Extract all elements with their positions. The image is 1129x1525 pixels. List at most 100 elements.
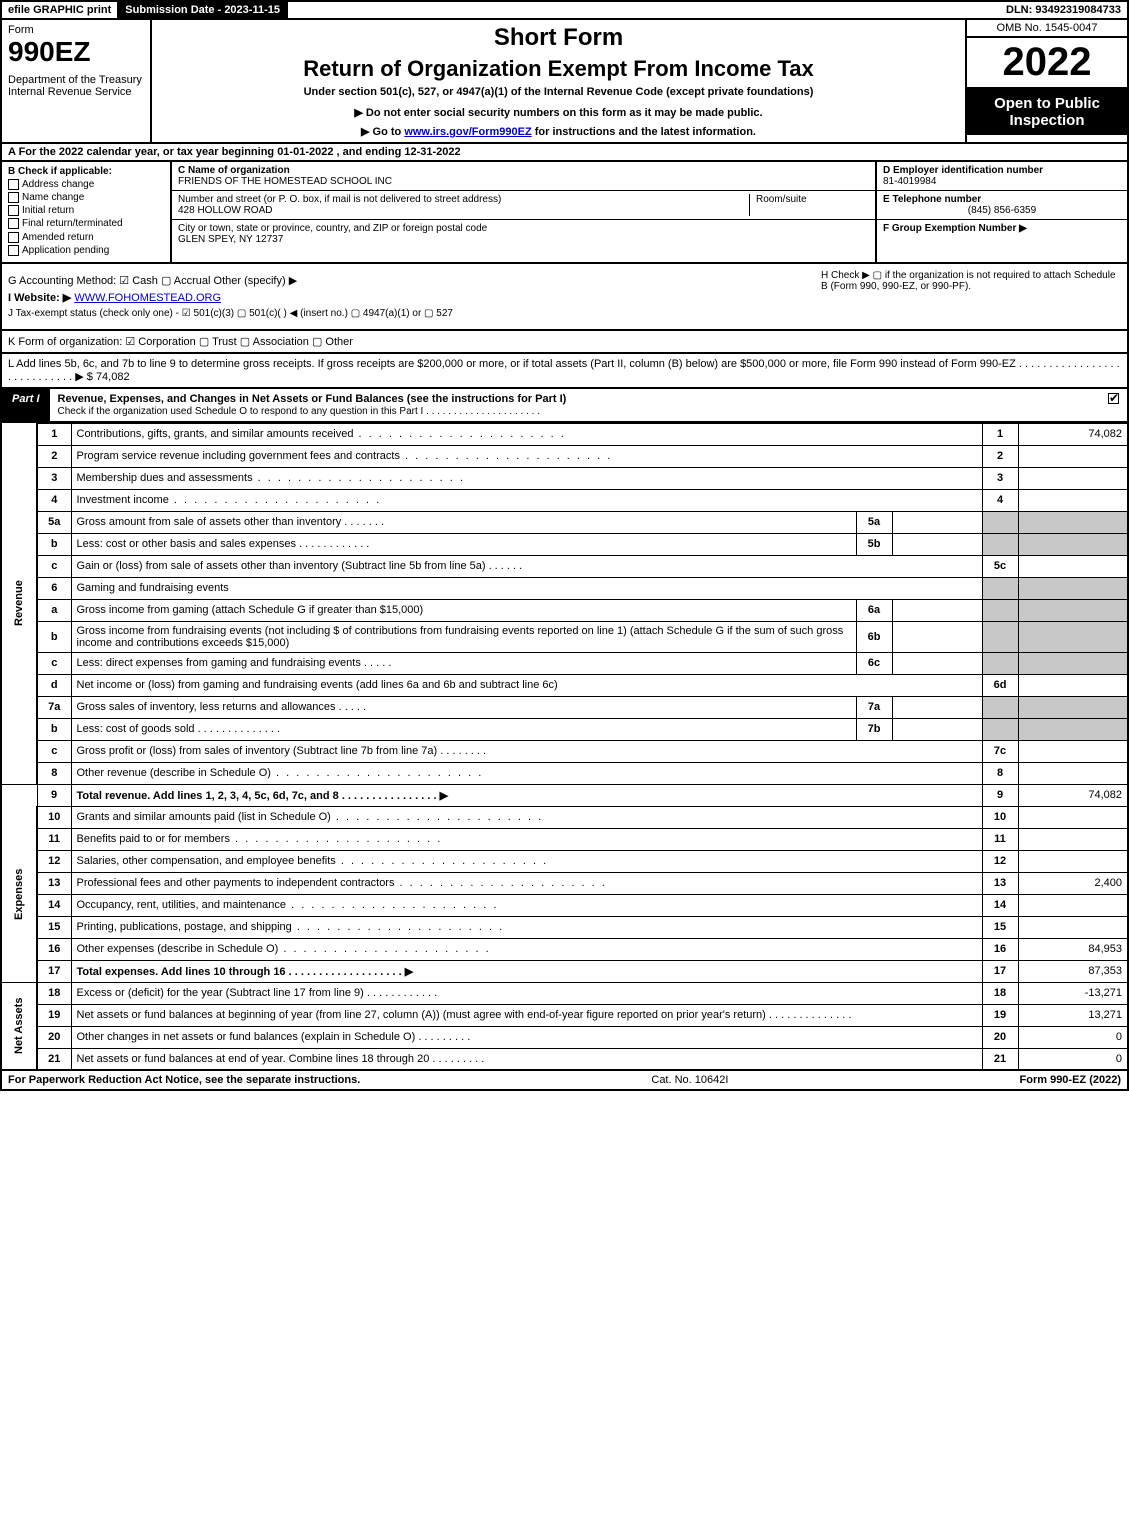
section-def: D Employer identification number 81-4019…	[877, 162, 1127, 262]
chk-name-change[interactable]: Name change	[8, 192, 164, 203]
line-19-value: 13,271	[1018, 1004, 1128, 1026]
form-title: Return of Organization Exempt From Incom…	[162, 56, 955, 82]
chk-address-change[interactable]: Address change	[8, 179, 164, 190]
line-6c-subnum: 6c	[856, 652, 892, 674]
website-link[interactable]: WWW.FOHOMESTEAD.ORG	[74, 292, 221, 304]
line-6b-colnum	[982, 621, 1018, 652]
line-4-colnum: 4	[982, 489, 1018, 511]
line-6d-num: d	[37, 674, 71, 696]
line-8-colnum: 8	[982, 762, 1018, 784]
street-label: Number and street (or P. O. box, if mail…	[178, 194, 749, 205]
line-18-num: 18	[37, 982, 71, 1004]
line-1-value: 74,082	[1018, 423, 1128, 445]
website-label: I Website: ▶	[8, 292, 71, 304]
line-6-colval	[1018, 577, 1128, 599]
efile-print-label: efile GRAPHIC print	[2, 2, 119, 18]
line-3-colnum: 3	[982, 467, 1018, 489]
line-5b-num: b	[37, 533, 71, 555]
line-13-value: 2,400	[1018, 872, 1128, 894]
line-7a-colnum	[982, 696, 1018, 718]
ein-label: D Employer identification number	[883, 165, 1043, 176]
line-5a-num: 5a	[37, 511, 71, 533]
line-1-desc: Contributions, gifts, grants, and simila…	[71, 423, 982, 445]
footer-right: Form 990-EZ (2022)	[1020, 1074, 1121, 1086]
line-7b-num: b	[37, 718, 71, 740]
line-5a-colval	[1018, 511, 1128, 533]
part-i-checkbox[interactable]	[1103, 389, 1127, 421]
chk-final-return[interactable]: Final return/terminated	[8, 218, 164, 229]
line-7c-colnum: 7c	[982, 740, 1018, 762]
line-9-value: 74,082	[1018, 784, 1128, 806]
topbar: efile GRAPHIC print Submission Date - 20…	[0, 0, 1129, 20]
line-15-num: 15	[37, 916, 71, 938]
part-i-title-text: Revenue, Expenses, and Changes in Net As…	[58, 393, 567, 405]
group-exemption-label: F Group Exemption Number ▶	[883, 223, 1027, 234]
line-7a-subnum: 7a	[856, 696, 892, 718]
line-3-desc: Membership dues and assessments	[71, 467, 982, 489]
line-5b-desc: Less: cost or other basis and sales expe…	[71, 533, 856, 555]
line-6c-desc: Less: direct expenses from gaming and fu…	[71, 652, 856, 674]
line-6a-desc: Gross income from gaming (attach Schedul…	[71, 599, 856, 621]
line-7a-colval	[1018, 696, 1128, 718]
line-16-value: 84,953	[1018, 938, 1128, 960]
phone-label: E Telephone number	[883, 194, 981, 205]
city-label: City or town, state or province, country…	[178, 223, 869, 234]
line-12-num: 12	[37, 850, 71, 872]
goto-prefix: ▶ Go to	[361, 126, 404, 138]
part-i-table: Revenue 1 Contributions, gifts, grants, …	[0, 423, 1129, 1072]
org-name-label: C Name of organization	[178, 165, 869, 176]
line-5c-num: c	[37, 555, 71, 577]
header-left: Form 990EZ Department of the Treasury In…	[2, 20, 152, 142]
line-10-value	[1018, 806, 1128, 828]
chk-application-pending[interactable]: Application pending	[8, 245, 164, 256]
line-5a-desc: Gross amount from sale of assets other t…	[71, 511, 856, 533]
chk-amended-return[interactable]: Amended return	[8, 232, 164, 243]
line-4-value	[1018, 489, 1128, 511]
tax-year: 2022	[967, 38, 1127, 89]
section-c: C Name of organization FRIENDS OF THE HO…	[172, 162, 877, 262]
line-17-value: 87,353	[1018, 960, 1128, 982]
form-word: Form	[8, 24, 144, 36]
line-5b-colval	[1018, 533, 1128, 555]
form-subtitle: Under section 501(c), 527, or 4947(a)(1)…	[162, 86, 955, 98]
org-name: FRIENDS OF THE HOMESTEAD SCHOOL INC	[178, 176, 392, 187]
chk-initial-return[interactable]: Initial return	[8, 205, 164, 216]
line-5b-subval	[892, 533, 982, 555]
row-a-tax-year: A For the 2022 calendar year, or tax yea…	[0, 144, 1129, 162]
group-exemption-cell: F Group Exemption Number ▶	[877, 220, 1127, 237]
line-6-desc: Gaming and fundraising events	[71, 577, 982, 599]
line-7a-desc: Gross sales of inventory, less returns a…	[71, 696, 856, 718]
line-19-colnum: 19	[982, 1004, 1018, 1026]
phone-cell: E Telephone number (845) 856-6359	[877, 191, 1127, 220]
line-14-num: 14	[37, 894, 71, 916]
line-21-num: 21	[37, 1048, 71, 1070]
department-label: Department of the Treasury Internal Reve…	[8, 74, 144, 98]
line-7a-subval	[892, 696, 982, 718]
line-7a-num: 7a	[37, 696, 71, 718]
line-16-desc: Other expenses (describe in Schedule O)	[71, 938, 982, 960]
section-b-label: B Check if applicable:	[8, 166, 112, 177]
irs-link[interactable]: www.irs.gov/Form990EZ	[404, 126, 531, 138]
open-to-public: Open to Public Inspection	[967, 89, 1127, 135]
line-17-colnum: 17	[982, 960, 1018, 982]
part-i-title: Revenue, Expenses, and Changes in Net As…	[50, 389, 1103, 421]
short-form-label: Short Form	[162, 24, 955, 52]
line-1-colnum: 1	[982, 423, 1018, 445]
line-14-colnum: 14	[982, 894, 1018, 916]
line-2-value	[1018, 445, 1128, 467]
line-13-desc: Professional fees and other payments to …	[71, 872, 982, 894]
line-6a-subnum: 6a	[856, 599, 892, 621]
line-4-num: 4	[37, 489, 71, 511]
line-2-colnum: 2	[982, 445, 1018, 467]
line-6-num: 6	[37, 577, 71, 599]
goto-suffix: for instructions and the latest informat…	[532, 126, 756, 138]
line-11-desc: Benefits paid to or for members	[71, 828, 982, 850]
row-i: I Website: ▶ WWW.FOHOMESTEAD.ORG	[8, 291, 1121, 304]
city-cell: City or town, state or province, country…	[172, 220, 875, 248]
line-7b-desc: Less: cost of goods sold . . . . . . . .…	[71, 718, 856, 740]
row-l: L Add lines 5b, 6c, and 7b to line 9 to …	[0, 354, 1129, 389]
line-14-value	[1018, 894, 1128, 916]
line-17-desc: Total expenses. Add lines 10 through 16 …	[71, 960, 982, 982]
line-9-colnum: 9	[982, 784, 1018, 806]
line-12-colnum: 12	[982, 850, 1018, 872]
